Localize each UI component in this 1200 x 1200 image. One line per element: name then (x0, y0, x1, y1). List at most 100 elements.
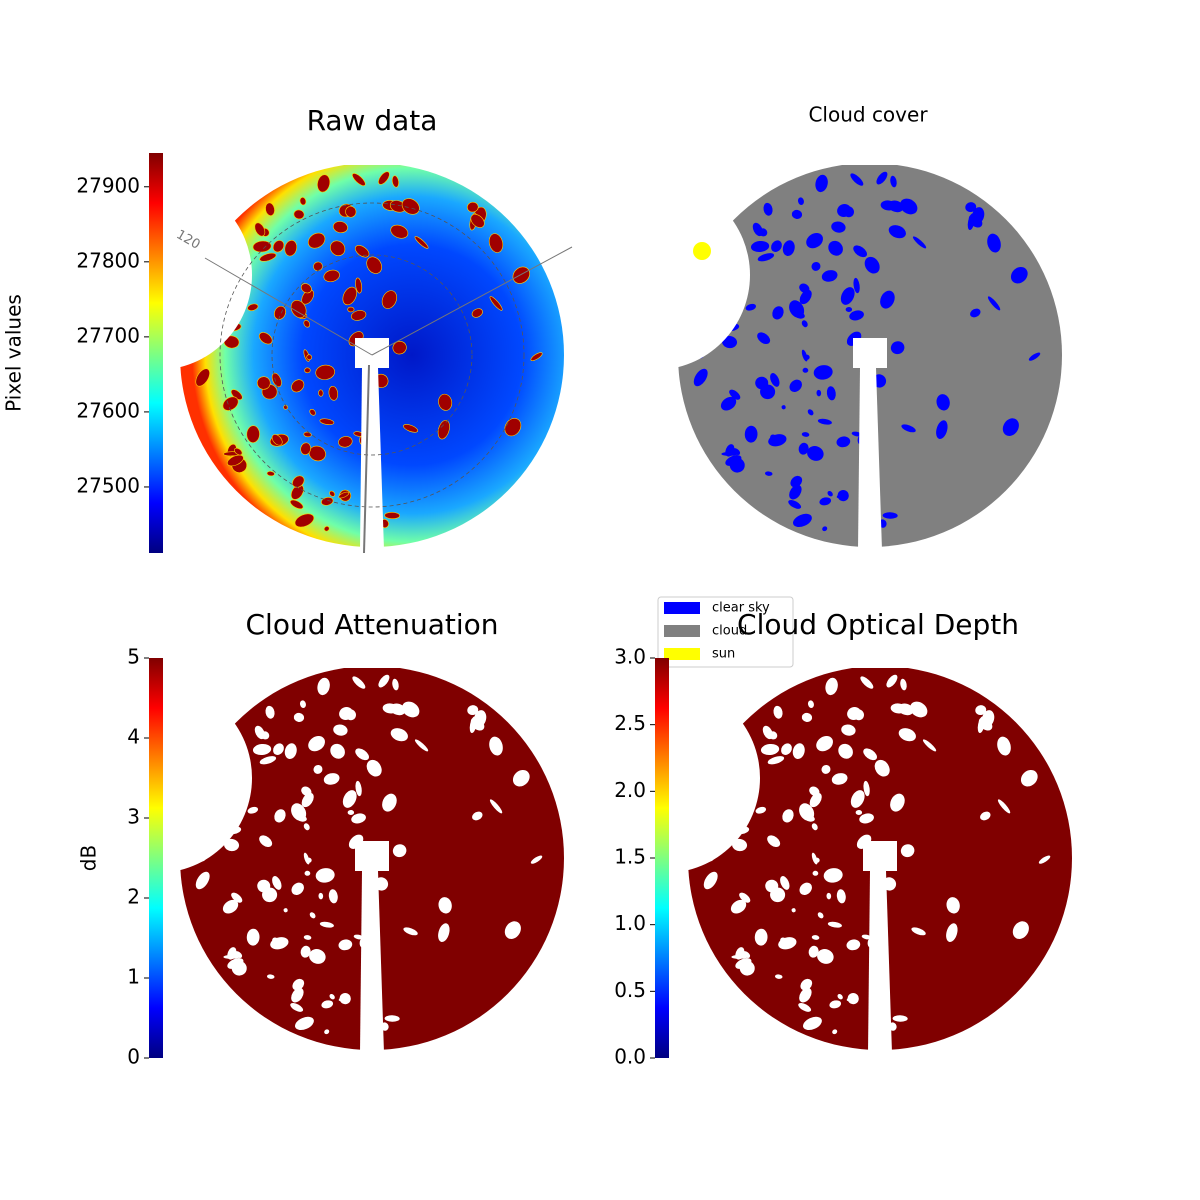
cloud-blob (980, 811, 991, 821)
cloud-blob (826, 386, 836, 401)
cloud-blob (853, 277, 860, 294)
cloud-blob (801, 320, 808, 328)
cloud-blob (489, 799, 503, 814)
cloud-blob (345, 709, 357, 721)
colorbar-label: dB (77, 845, 101, 871)
cloud-blob (231, 892, 243, 903)
colorbar-tick-label: 27900 (76, 173, 140, 197)
cloud-blob (230, 747, 238, 754)
cloud-blob (732, 838, 748, 852)
cloud-blob (355, 748, 369, 761)
cloud-blob (390, 728, 408, 742)
cloud-blob (936, 394, 950, 411)
cloud-blob (836, 436, 851, 448)
colorbar-tick-label: 27700 (76, 323, 140, 347)
polar-spoke (204, 257, 373, 356)
cloud-blob (299, 700, 306, 708)
cloud-blob (353, 934, 364, 940)
cloud-blob (728, 244, 736, 251)
cloud-blob (252, 240, 272, 253)
legend-swatch (664, 602, 700, 614)
colorbar-tick-label: 2.0 (614, 778, 646, 802)
cloud-blob (901, 424, 916, 433)
cloud-blob (802, 1016, 822, 1031)
cloud-blob (791, 908, 796, 913)
colorbar-tick-label: 2 (127, 885, 140, 909)
cloud-blob (827, 491, 833, 497)
cloud-blob (292, 475, 305, 488)
cloud-blob (257, 879, 271, 893)
cloud-blob (470, 717, 485, 731)
cloud-blob (791, 209, 803, 219)
cloud-blob (819, 497, 832, 506)
cloud-blob (1028, 352, 1041, 361)
cloud-blob (846, 939, 861, 951)
colorbar-label: Pixel values (2, 294, 26, 412)
polar-ring (219, 202, 525, 508)
cloud-blob (290, 300, 307, 319)
cloud-blob (403, 424, 419, 433)
cloud-blob (859, 813, 874, 824)
cloud-blob (900, 678, 907, 691)
cloud-blob (790, 475, 803, 488)
cloud-blob (831, 221, 846, 233)
cloud-blob (230, 244, 238, 252)
cloud-blob (315, 364, 335, 380)
cloud-blob (299, 197, 307, 206)
cloud-blob (300, 283, 312, 294)
cloud-blob (300, 442, 311, 455)
colorbar (655, 658, 669, 1058)
cloud-blob (227, 958, 244, 969)
cloud-blob (366, 1004, 382, 1019)
cloud-blob (309, 949, 326, 964)
cloud-blob (841, 724, 856, 736)
cloud-blob (273, 743, 284, 756)
cloud-blob (799, 987, 812, 1003)
cloud-blob (318, 389, 324, 397)
cloud-blob (438, 923, 450, 943)
cloud-blob (815, 174, 828, 193)
cloud-blob (240, 793, 248, 801)
cloud-blob (857, 434, 866, 445)
cloud-blob (874, 759, 890, 777)
cloud-blob (882, 877, 897, 891)
cloud-blob (289, 499, 304, 510)
cloud-blob (888, 225, 906, 239)
cloud-blob (317, 174, 331, 193)
cloud-blob (846, 995, 857, 1002)
cloud-blob (378, 674, 390, 688)
colorbar-tick-label: 0.0 (614, 1045, 646, 1069)
cloud-blob (878, 519, 887, 528)
cloud-blob (898, 728, 916, 742)
cloud-blob (391, 175, 399, 188)
cloud-blob (355, 277, 363, 294)
cloud-blob (823, 868, 843, 883)
cloud-blob (856, 834, 872, 849)
cloud-blob (987, 233, 1001, 253)
cloud-blob (910, 701, 928, 718)
cloud-blob (744, 425, 758, 443)
cloud-blob (380, 1022, 389, 1031)
cloud-blob (247, 806, 259, 814)
colorbar-tick-label: 0 (127, 1045, 140, 1069)
cloud-blob (765, 879, 779, 893)
cloud-blob (342, 790, 357, 808)
cloud-blob (402, 701, 420, 718)
cloud-blob (767, 835, 781, 848)
cloud-blob (390, 224, 409, 239)
cloud-blob (770, 373, 780, 387)
cloud-blob (304, 367, 311, 374)
cloud-blob (771, 240, 782, 253)
cloud-blob (265, 202, 275, 216)
cloud-blob (303, 320, 311, 328)
cloud-blob (366, 501, 382, 516)
cloud-blob (366, 759, 382, 777)
colorbar-tick-label: 1.0 (614, 911, 646, 935)
cloud-blob (437, 419, 450, 440)
cloud-blob (333, 724, 348, 736)
cloud-blob (722, 335, 738, 349)
cloud-blob (488, 233, 504, 253)
cloud-blob (246, 425, 260, 443)
